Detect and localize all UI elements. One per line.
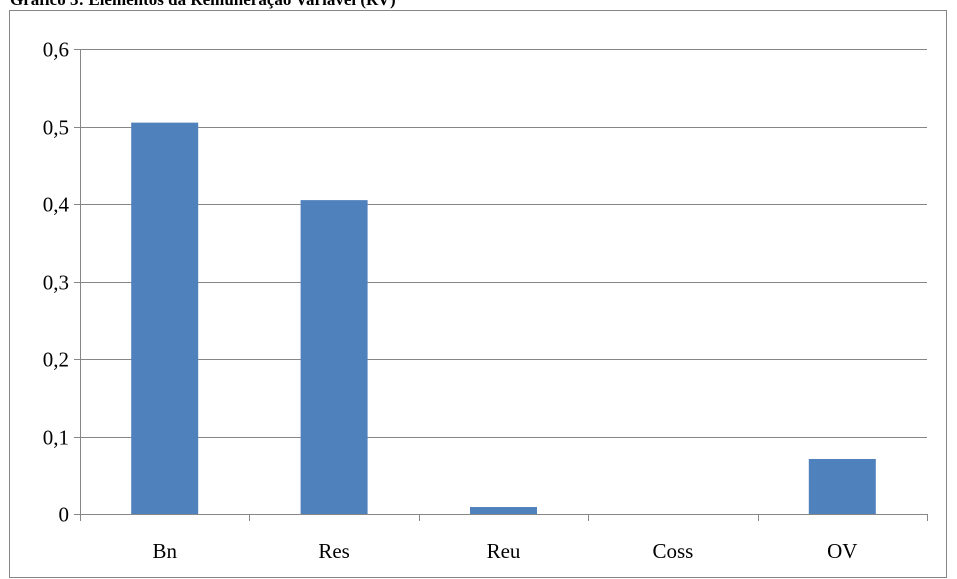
x-tick-label-ov: OV	[827, 539, 857, 563]
y-tick-label-3: 0,3	[43, 271, 69, 295]
x-tick-label-reu: Reu	[487, 539, 521, 563]
y-tick-label-2: 0,2	[43, 348, 69, 372]
x-tick-label-coss: Coss	[652, 539, 693, 563]
x-tick-label-res: Res	[318, 539, 350, 563]
chart-title: Gráfico 3: Elementos da Remuneração Vari…	[10, 0, 396, 10]
bar-res	[300, 200, 368, 514]
bar-reu	[470, 507, 537, 514]
x-tick-label-bn: Bn	[152, 539, 177, 563]
bar-ov	[808, 458, 876, 514]
y-tick-label-4: 0,4	[43, 193, 70, 217]
y-tick-label-5: 0,5	[43, 116, 69, 140]
y-tick-label-0: 0	[59, 503, 70, 527]
bar-bn	[131, 122, 199, 514]
y-tick-label-1: 0,1	[43, 426, 69, 450]
y-tick-label-6: 0,6	[43, 38, 69, 62]
